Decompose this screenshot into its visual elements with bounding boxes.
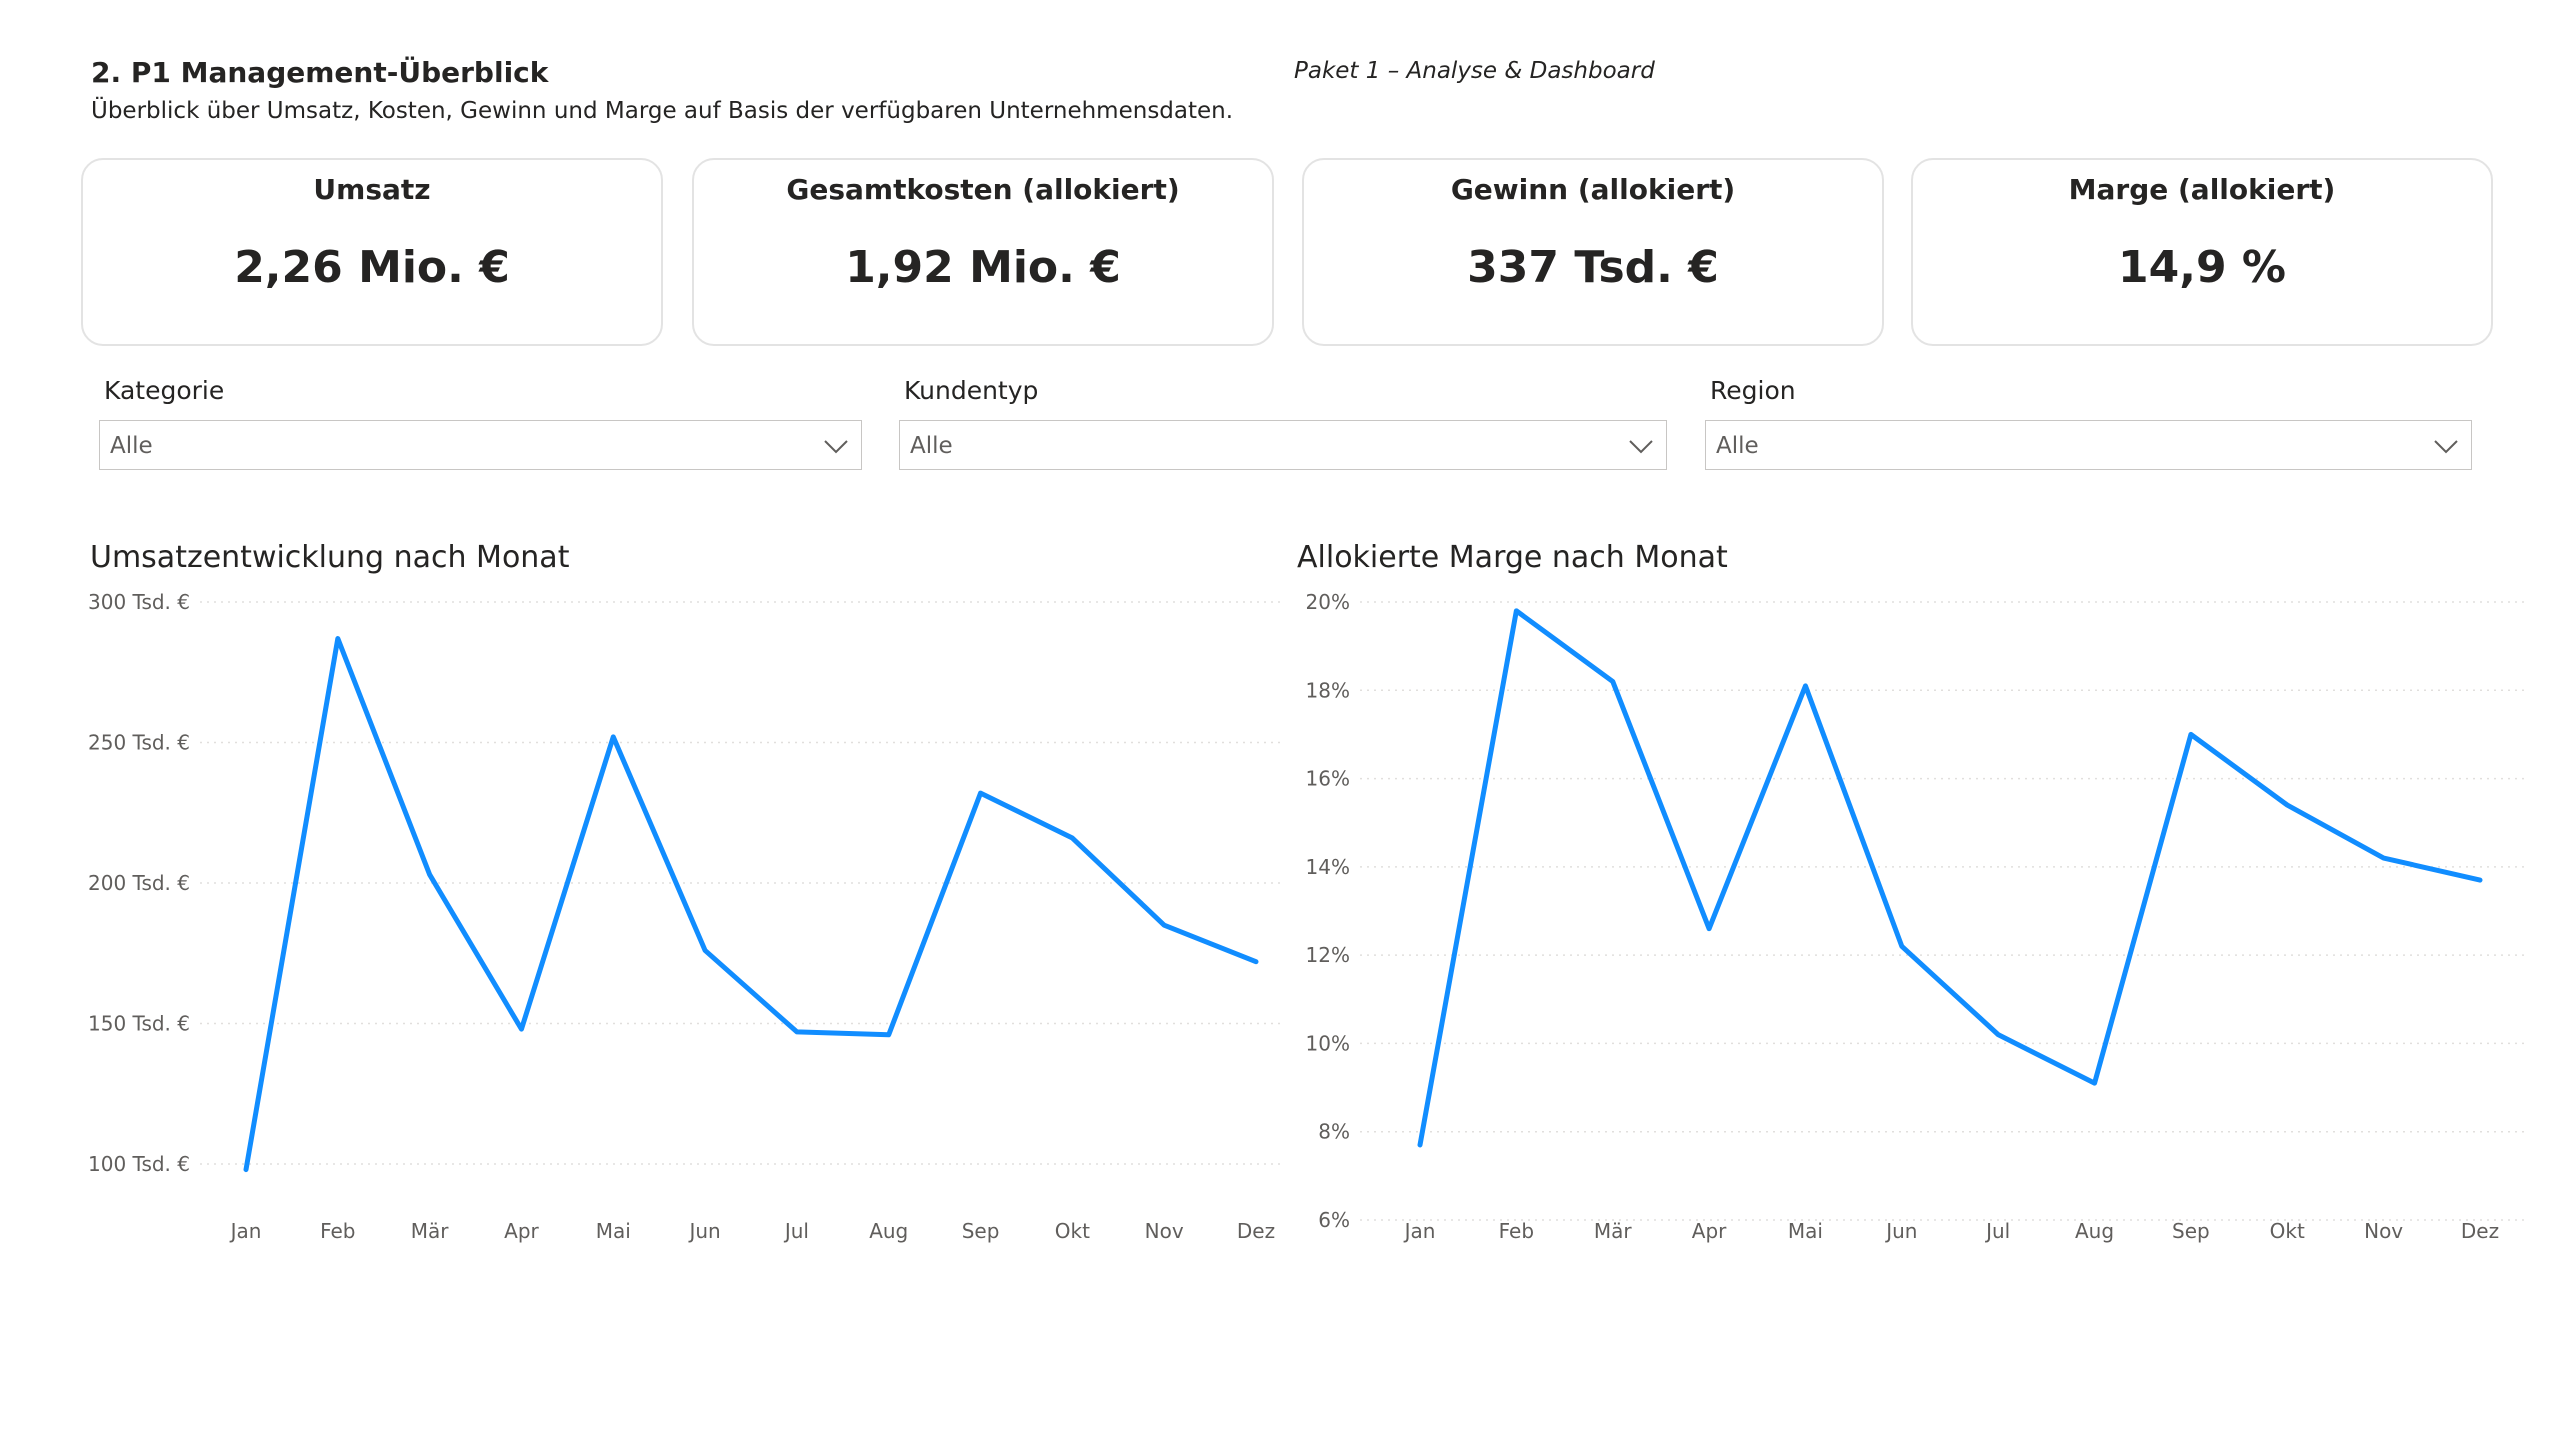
y-tick-label: 100 Tsd. €	[88, 1152, 190, 1176]
data-point-Mär[interactable]	[424, 869, 436, 881]
kpi-card-marge[interactable]: Marge (allokiert) 14,9 %	[1911, 158, 2493, 346]
series-line[interactable]	[243, 636, 1259, 1173]
page-title: 2. P1 Management-Überblick	[91, 56, 549, 89]
kpi-card-gewinn[interactable]: Gewinn (allokiert) 337 Tsd. €	[1302, 158, 1884, 346]
chart-title-marge: Allokierte Marge nach Monat	[1297, 540, 1728, 575]
data-point-Dez[interactable]	[1250, 956, 1262, 968]
data-point-Mär[interactable]	[1607, 675, 1619, 687]
marge-line-chart: 6% 8% 10% 12% 14% 16% 18% 20% Jan Feb Mär Apr Mai Jun…	[1306, 590, 2525, 1243]
x-tick-label: Mär	[411, 1219, 450, 1243]
x-tick-label: Apr	[1692, 1219, 1727, 1243]
x-tick-label: Aug	[869, 1219, 908, 1243]
y-tick-label: 150 Tsd. €	[88, 1012, 190, 1036]
x-tick-label: Okt	[1055, 1219, 1090, 1243]
kpi-title: Gewinn (allokiert)	[1450, 173, 1736, 206]
data-point-Nov[interactable]	[1158, 919, 1170, 931]
kpi-card-umsatz[interactable]: Umsatz 2,26 Mio. €	[81, 158, 663, 346]
page-tag: Paket 1 – Analyse & Dashboard	[1294, 58, 1655, 84]
kpi-value: 337 Tsd. €	[1467, 242, 1719, 293]
data-point-Jun[interactable]	[699, 944, 711, 956]
y-tick-label: 250 Tsd. €	[88, 731, 190, 755]
page-subtitle: Überblick über Umsatz, Kosten, Gewinn un…	[91, 98, 1234, 124]
x-tick-label: Jun	[687, 1219, 720, 1243]
x-tick-label: Mai	[1788, 1219, 1823, 1243]
data-point-Jul[interactable]	[1992, 1029, 2004, 1041]
data-point-Feb[interactable]	[1510, 605, 1522, 617]
data-point-Mai[interactable]	[607, 731, 619, 743]
filter-dropdown-kategorie[interactable]: Alle	[99, 420, 862, 470]
kpi-value: 14,9 %	[2118, 242, 2286, 293]
x-tick-label: Jan	[1403, 1219, 1436, 1243]
chevron-down-icon	[2434, 440, 2458, 454]
chevron-down-icon	[824, 440, 848, 454]
x-tick-label: Feb	[1499, 1219, 1534, 1243]
y-tick-label: 16%	[1306, 767, 1350, 791]
data-point-Sep[interactable]	[975, 787, 987, 799]
data-point-Sep[interactable]	[2185, 728, 2197, 740]
x-tick-label: Nov	[2364, 1219, 2403, 1243]
chevron-down-icon	[1629, 440, 1653, 454]
y-tick-label: 10%	[1306, 1031, 1350, 1055]
y-tick-label: 6%	[1318, 1208, 1350, 1232]
data-point-Aug[interactable]	[2089, 1077, 2101, 1089]
y-tick-label: 12%	[1306, 943, 1350, 967]
x-tick-label: Dez	[1237, 1219, 1275, 1243]
data-point-Aug[interactable]	[883, 1029, 895, 1041]
x-tick-label: Feb	[320, 1219, 355, 1243]
x-tick-label: Dez	[2461, 1219, 2499, 1243]
data-point-Okt[interactable]	[1066, 832, 1078, 844]
kpi-title: Marge (allokiert)	[2068, 173, 2336, 206]
data-point-Jan[interactable]	[1414, 1139, 1426, 1151]
x-tick-label: Okt	[2270, 1219, 2305, 1243]
data-point-Jan[interactable]	[240, 1164, 252, 1176]
y-tick-label: 8%	[1318, 1120, 1350, 1144]
y-tick-label: 18%	[1306, 678, 1350, 702]
kpi-value: 1,92 Mio. €	[845, 242, 1121, 293]
x-tick-label: Jul	[783, 1219, 809, 1243]
kpi-value: 2,26 Mio. €	[234, 242, 510, 293]
x-tick-label: Nov	[1145, 1219, 1184, 1243]
data-point-Dez[interactable]	[2474, 874, 2486, 886]
x-tick-label: Mai	[596, 1219, 631, 1243]
filter-value: Alle	[910, 433, 953, 459]
chart-title-umsatz: Umsatzentwicklung nach Monat	[90, 540, 570, 575]
data-point-Apr[interactable]	[515, 1023, 527, 1035]
kpi-card-gesamtkosten[interactable]: Gesamtkosten (allokiert) 1,92 Mio. €	[692, 158, 1274, 346]
x-tick-label: Jan	[229, 1219, 262, 1243]
kpi-title: Umsatz	[313, 173, 431, 206]
data-point-Apr[interactable]	[1703, 923, 1715, 935]
kpi-title: Gesamtkosten (allokiert)	[786, 173, 1180, 206]
data-point-Jul[interactable]	[791, 1026, 803, 1038]
data-point-Mai[interactable]	[1799, 680, 1811, 692]
y-tick-label: 300 Tsd. €	[88, 590, 190, 614]
umsatz-line-chart: 100 Tsd. € 150 Tsd. € 200 Tsd. € 250 Tsd. €…	[88, 590, 1285, 1243]
filter-dropdown-region[interactable]: Alle	[1705, 420, 2472, 470]
series-line[interactable]	[1417, 608, 2483, 1148]
data-point-Jun[interactable]	[1896, 940, 1908, 952]
filter-label-kundentyp: Kundentyp	[904, 376, 1039, 405]
filter-value: Alle	[110, 433, 153, 459]
filter-dropdown-kundentyp[interactable]: Alle	[899, 420, 1667, 470]
y-tick-label: 14%	[1306, 855, 1350, 879]
y-tick-label: 20%	[1306, 590, 1350, 614]
x-tick-label: Apr	[504, 1219, 539, 1243]
x-tick-label: Jul	[1984, 1219, 2010, 1243]
x-tick-label: Jun	[1884, 1219, 1917, 1243]
filter-label-kategorie: Kategorie	[104, 376, 225, 405]
data-point-Nov[interactable]	[2378, 852, 2390, 864]
x-tick-label: Aug	[2075, 1219, 2114, 1243]
data-point-Feb[interactable]	[332, 633, 344, 645]
x-tick-label: Sep	[962, 1219, 1000, 1243]
filter-label-region: Region	[1710, 376, 1796, 405]
x-tick-label: Sep	[2172, 1219, 2210, 1243]
filter-value: Alle	[1716, 433, 1759, 459]
data-point-Okt[interactable]	[2281, 799, 2293, 811]
y-tick-label: 200 Tsd. €	[88, 871, 190, 895]
x-tick-label: Mär	[1594, 1219, 1633, 1243]
